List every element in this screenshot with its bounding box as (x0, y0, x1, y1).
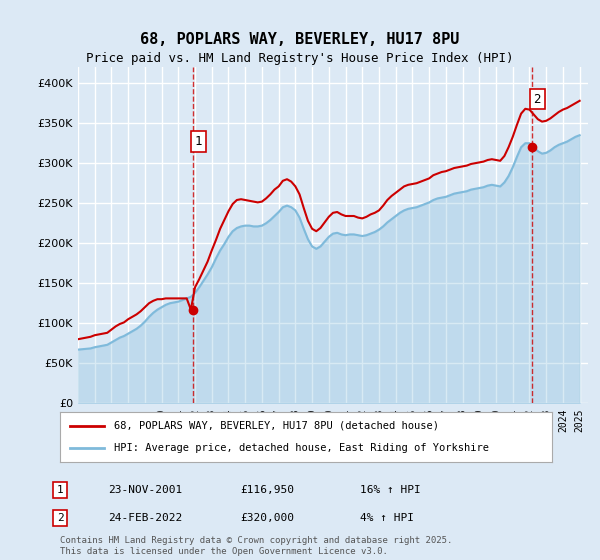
Text: 68, POPLARS WAY, BEVERLEY, HU17 8PU: 68, POPLARS WAY, BEVERLEY, HU17 8PU (140, 32, 460, 46)
Text: 24-FEB-2022: 24-FEB-2022 (108, 513, 182, 523)
Text: £320,000: £320,000 (240, 513, 294, 523)
Text: 23-NOV-2001: 23-NOV-2001 (108, 485, 182, 495)
Text: 1: 1 (194, 135, 202, 148)
Text: 68, POPLARS WAY, BEVERLEY, HU17 8PU (detached house): 68, POPLARS WAY, BEVERLEY, HU17 8PU (det… (114, 421, 439, 431)
Text: 4% ↑ HPI: 4% ↑ HPI (360, 513, 414, 523)
Text: 2: 2 (533, 93, 541, 106)
Text: 2: 2 (56, 513, 64, 523)
Text: 1: 1 (56, 485, 64, 495)
Text: Price paid vs. HM Land Registry's House Price Index (HPI): Price paid vs. HM Land Registry's House … (86, 52, 514, 66)
Text: Contains HM Land Registry data © Crown copyright and database right 2025.
This d: Contains HM Land Registry data © Crown c… (60, 536, 452, 556)
Text: £116,950: £116,950 (240, 485, 294, 495)
Text: 16% ↑ HPI: 16% ↑ HPI (360, 485, 421, 495)
Text: HPI: Average price, detached house, East Riding of Yorkshire: HPI: Average price, detached house, East… (114, 443, 489, 453)
